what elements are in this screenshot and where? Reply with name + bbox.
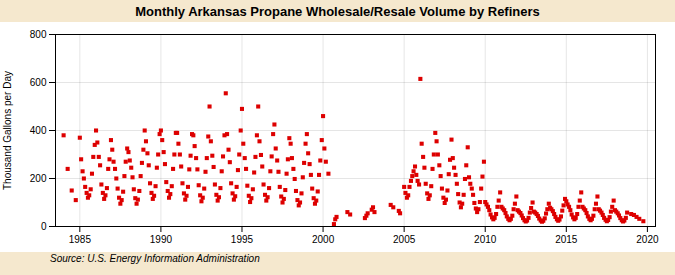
svg-text:200: 200 [30,173,47,184]
html-text:Monthly Arkansas Propane Whole: Monthly Arkansas Propane Wholesale/Resal… [135,4,540,19]
svg-text:2000: 2000 [312,234,335,245]
svg-text:1995: 1995 [231,234,254,245]
svg-text:0: 0 [41,221,47,232]
svg-text:Thousand Gallons per Day: Thousand Gallons per Day [2,71,13,190]
html-text:Source: U.S. Energy Informatio: Source: U.S. Energy Information Administ… [50,253,260,264]
svg-text:1985: 1985 [69,234,92,245]
svg-text:600: 600 [30,77,47,88]
svg-text:2005: 2005 [393,234,416,245]
svg-text:2010: 2010 [474,234,497,245]
svg-text:800: 800 [30,29,47,40]
svg-text:400: 400 [30,125,47,136]
svg-text:2015: 2015 [555,234,578,245]
svg-text:1990: 1990 [150,234,173,245]
svg-text:2020: 2020 [636,234,659,245]
